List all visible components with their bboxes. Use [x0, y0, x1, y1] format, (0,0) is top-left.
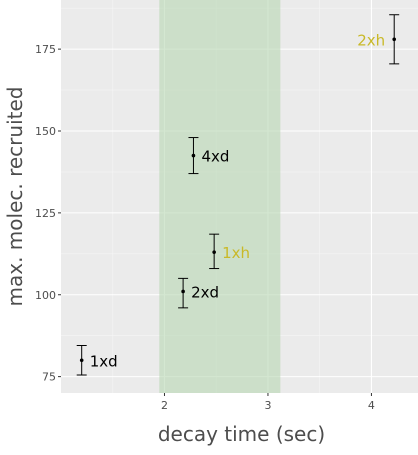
y-tick-label: 100	[35, 289, 56, 302]
data-point-group: 2xh	[357, 14, 400, 65]
data-label: 2xd	[191, 283, 219, 301]
data-point	[212, 250, 216, 254]
data-point-group: 1xd	[76, 345, 118, 376]
axis-ticks: 2 3 4 75 100 125 150 175	[35, 43, 375, 412]
data-point-group: 1xh	[209, 233, 250, 270]
x-tick-label: 2	[161, 399, 168, 412]
data-label: 1xd	[90, 352, 118, 370]
data-point	[191, 153, 196, 158]
y-axis-label: max. molec. recruited	[3, 87, 27, 307]
data-point	[392, 37, 397, 42]
data-point-group: 2xd	[178, 277, 219, 309]
data-point	[181, 289, 185, 294]
x-axis-label: decay time (sec)	[158, 422, 325, 446]
data-point	[79, 358, 84, 363]
data-point-group: 4xd	[188, 137, 229, 175]
y-tick-label: 175	[35, 43, 56, 56]
data-label: 4xd	[201, 148, 229, 166]
highlight-band	[159, 0, 281, 393]
y-tick-label: 125	[35, 207, 56, 220]
data-label: 1xh	[222, 244, 250, 262]
data-label: 2xh	[357, 31, 385, 49]
y-tick-label: 75	[42, 371, 56, 384]
x-tick-label: 4	[368, 399, 375, 412]
data-marks: 1xd 2xd 1xh 4xd 2xh	[76, 14, 400, 376]
x-tick-label: 3	[264, 399, 271, 412]
y-tick-label: 150	[35, 125, 56, 138]
